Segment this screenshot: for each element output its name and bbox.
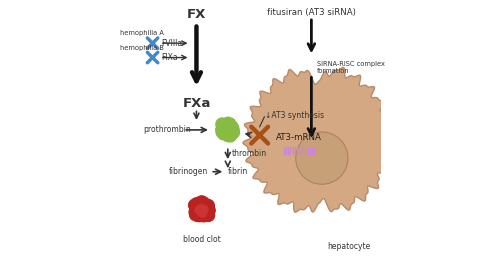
Circle shape bbox=[221, 130, 230, 139]
Circle shape bbox=[227, 124, 239, 136]
Circle shape bbox=[197, 210, 202, 215]
Circle shape bbox=[216, 124, 226, 135]
Circle shape bbox=[226, 118, 235, 127]
Circle shape bbox=[198, 205, 203, 210]
Circle shape bbox=[191, 198, 202, 209]
Circle shape bbox=[228, 122, 238, 133]
Circle shape bbox=[218, 131, 227, 140]
Circle shape bbox=[195, 208, 200, 213]
Circle shape bbox=[203, 208, 208, 213]
Circle shape bbox=[200, 197, 209, 207]
Circle shape bbox=[189, 206, 202, 219]
Circle shape bbox=[202, 209, 214, 221]
Text: FX: FX bbox=[187, 8, 206, 21]
Circle shape bbox=[190, 202, 203, 215]
Circle shape bbox=[230, 128, 239, 138]
Circle shape bbox=[200, 211, 206, 217]
Circle shape bbox=[190, 210, 200, 220]
Circle shape bbox=[188, 199, 200, 211]
Circle shape bbox=[226, 128, 238, 140]
Circle shape bbox=[200, 210, 210, 220]
Circle shape bbox=[200, 205, 205, 210]
Text: hemophilia A: hemophilia A bbox=[120, 30, 164, 36]
Circle shape bbox=[198, 206, 205, 214]
Circle shape bbox=[196, 205, 202, 211]
Circle shape bbox=[223, 117, 232, 127]
Circle shape bbox=[218, 122, 229, 134]
Text: FIXa: FIXa bbox=[161, 53, 178, 62]
Circle shape bbox=[224, 130, 236, 142]
Text: hepatocyte: hepatocyte bbox=[328, 242, 371, 251]
Circle shape bbox=[202, 206, 207, 211]
Circle shape bbox=[200, 205, 214, 219]
Circle shape bbox=[196, 211, 207, 221]
Text: fibrin: fibrin bbox=[228, 167, 248, 176]
Text: SiRNA-RISC complex
formation: SiRNA-RISC complex formation bbox=[316, 62, 384, 74]
Circle shape bbox=[216, 128, 226, 138]
Circle shape bbox=[190, 204, 202, 216]
Text: ↓AT3 synthesis: ↓AT3 synthesis bbox=[265, 111, 324, 120]
Text: thrombin: thrombin bbox=[232, 149, 267, 158]
Circle shape bbox=[193, 202, 210, 219]
Circle shape bbox=[220, 119, 232, 130]
Circle shape bbox=[198, 210, 204, 216]
Circle shape bbox=[192, 211, 202, 221]
Circle shape bbox=[202, 200, 214, 212]
Circle shape bbox=[195, 196, 208, 209]
Text: prothrombin: prothrombin bbox=[143, 125, 190, 134]
Circle shape bbox=[194, 198, 205, 210]
Text: blood clot: blood clot bbox=[183, 235, 220, 244]
Circle shape bbox=[194, 212, 204, 222]
Circle shape bbox=[216, 118, 228, 130]
Circle shape bbox=[222, 130, 234, 142]
Circle shape bbox=[220, 122, 236, 138]
Circle shape bbox=[202, 210, 207, 215]
Text: AT3-mRNA: AT3-mRNA bbox=[276, 133, 322, 143]
Text: fibrinogen: fibrinogen bbox=[169, 167, 208, 176]
Text: FVIIIa: FVIIIa bbox=[161, 39, 182, 48]
Circle shape bbox=[204, 204, 215, 216]
Circle shape bbox=[225, 120, 237, 133]
Polygon shape bbox=[243, 68, 396, 212]
Circle shape bbox=[199, 212, 208, 222]
Circle shape bbox=[296, 132, 348, 184]
Circle shape bbox=[200, 200, 210, 210]
Text: fitusiran (AT3 siRNA): fitusiran (AT3 siRNA) bbox=[267, 8, 356, 17]
Circle shape bbox=[204, 203, 214, 213]
Text: hemophilia B: hemophilia B bbox=[120, 45, 164, 51]
Text: FXa: FXa bbox=[182, 97, 210, 110]
